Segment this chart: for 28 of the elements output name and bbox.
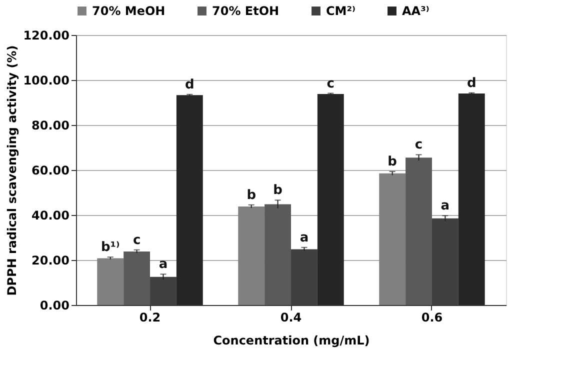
- legend-label: 70% MeOH: [92, 4, 166, 18]
- legend-label: CM²⁾: [326, 4, 356, 18]
- data-label: a: [440, 198, 450, 214]
- data-label: b: [246, 188, 256, 203]
- legend-label: 70% EtOH: [212, 4, 280, 18]
- x-tick-label: 0.6: [421, 310, 443, 324]
- y-tick-label: 60.00: [32, 164, 70, 178]
- data-label: c: [132, 232, 141, 248]
- y-tick-label: 0.00: [40, 298, 70, 312]
- y-tick-label: 20.00: [32, 254, 70, 268]
- data-label: a: [158, 257, 168, 272]
- y-tick-label: 120.00: [23, 28, 70, 42]
- data-label: d: [185, 77, 194, 92]
- x-tick-label: 0.4: [280, 310, 302, 324]
- y-tick-label: 80.00: [32, 118, 70, 132]
- data-label: c: [326, 76, 335, 92]
- data-label: a: [300, 230, 309, 246]
- data-label: b: [273, 183, 282, 198]
- data-label: d: [466, 76, 476, 91]
- y-tick-label: 40.00: [32, 208, 70, 222]
- x-tick-label: 0.2: [139, 310, 161, 324]
- data-label: b¹⁾: [100, 240, 120, 256]
- legend-label: AA³⁾: [402, 4, 430, 18]
- data-label: c: [414, 138, 423, 153]
- y-axis-title: DPPH radical scavenging activity (%): [5, 45, 20, 296]
- data-label: b: [388, 154, 397, 170]
- x-axis-title: Concentration (mg/mL): [213, 334, 370, 348]
- y-tick-label: 100.00: [23, 74, 70, 88]
